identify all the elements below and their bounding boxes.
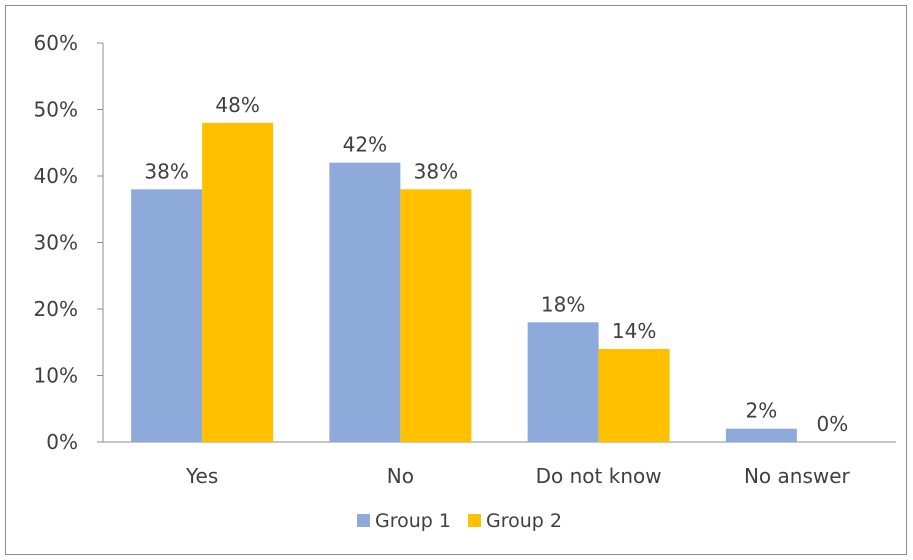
data-label: 42% xyxy=(343,133,387,157)
data-label: 48% xyxy=(215,93,259,117)
y-tick-label: 40% xyxy=(34,164,78,188)
bar-group-2 xyxy=(598,348,670,442)
bar-group-1 xyxy=(131,189,203,442)
data-label: 38% xyxy=(144,159,188,183)
bar-group-1 xyxy=(725,428,797,442)
legend-swatch-group-2 xyxy=(468,514,481,527)
data-label: 2% xyxy=(746,399,778,423)
x-category-label: No answer xyxy=(744,464,851,488)
legend-swatch-group-1 xyxy=(357,514,370,527)
bar-group-1 xyxy=(329,162,401,442)
y-tick-label: 10% xyxy=(34,364,78,388)
legend-label: Group 2 xyxy=(486,510,562,532)
bar-group-2 xyxy=(400,189,472,442)
y-tick-label: 30% xyxy=(34,231,78,255)
y-tick-label: 0% xyxy=(46,430,78,454)
bar-group-2 xyxy=(202,122,274,443)
y-tick-label: 60% xyxy=(34,31,78,55)
x-category-label: No xyxy=(387,464,414,488)
data-label: 0% xyxy=(817,412,849,436)
y-tick-label: 50% xyxy=(34,98,78,122)
x-category-label: Do not know xyxy=(536,464,662,488)
data-label: 14% xyxy=(612,319,656,343)
data-label: 38% xyxy=(414,159,458,183)
x-category-label: Yes xyxy=(185,464,218,488)
data-label: 18% xyxy=(541,292,585,316)
bar-group-1 xyxy=(527,322,599,442)
legend-label: Group 1 xyxy=(375,510,451,532)
y-tick-label: 20% xyxy=(34,297,78,321)
